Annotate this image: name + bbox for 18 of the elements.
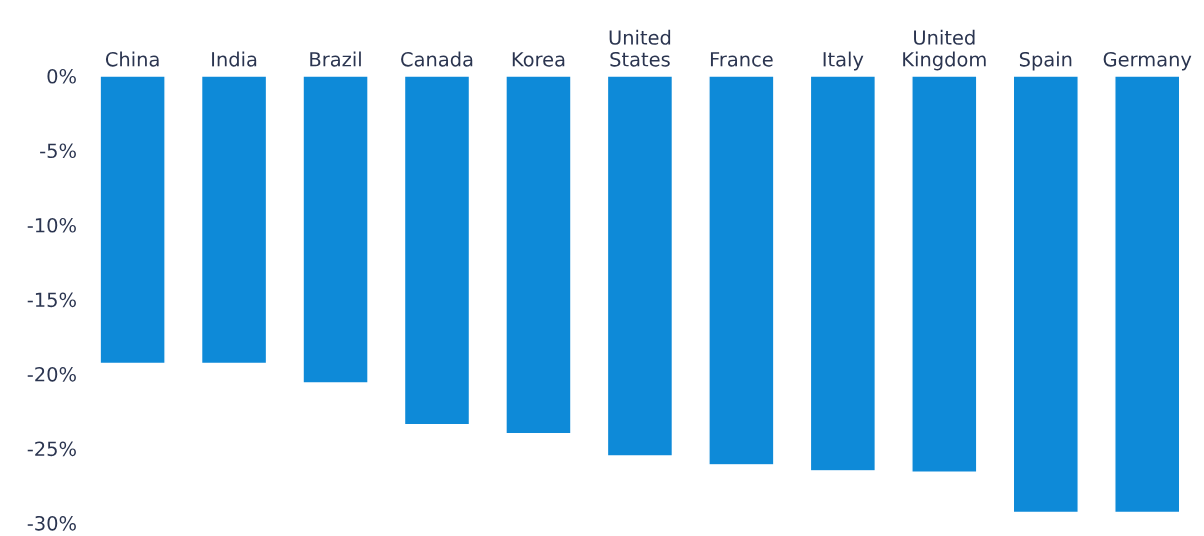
x-tick-label: Korea [512, 52, 565, 67]
x-tick-label: China [105, 51, 159, 67]
x-tick-label: Canada [401, 51, 473, 67]
x-tick-label: Brazil [310, 51, 361, 67]
x-tick-label: Spain [1019, 51, 1072, 71]
y-tick-label: 0% [47, 68, 76, 84]
x-tick-label: Italy [823, 51, 864, 71]
x-tick-label: Germany [1103, 51, 1192, 71]
y-tick-label: -5% [40, 143, 76, 159]
y-tick-label: -25% [27, 441, 76, 457]
x-tick-label: United Kingdom [903, 29, 986, 71]
x-tick-label: France [710, 52, 773, 67]
x-tick-label: India [212, 51, 257, 67]
y-tick-label: -15% [27, 292, 76, 308]
y-tick-label: -10% [27, 217, 76, 233]
x-tick-label: United States [609, 29, 671, 67]
y-tick-label: -30% [27, 515, 76, 531]
y-tick-label: -20% [27, 366, 76, 382]
